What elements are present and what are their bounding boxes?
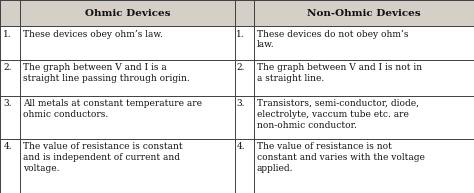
Text: 2.: 2. [236,63,245,72]
Bar [20,26,235,60]
Text: 2.: 2. [3,63,12,72]
Bar [254,139,474,193]
Text: 1.: 1. [3,30,12,39]
Bar [254,60,474,96]
Bar [0,0,20,26]
Text: All metals at constant temperature are
ohmic conductors.: All metals at constant temperature are o… [23,99,202,119]
Bar [0,26,20,60]
Bar [20,96,235,139]
Bar [0,96,20,139]
Bar [235,139,254,193]
Bar [254,96,474,139]
Bar [235,0,254,26]
Text: 3.: 3. [3,99,12,108]
Bar [235,26,254,60]
Bar [235,60,254,96]
Text: These devices obey ohm’s law.: These devices obey ohm’s law. [23,30,163,39]
Text: Non-Ohmic Devices: Non-Ohmic Devices [307,8,420,18]
Text: 4.: 4. [3,142,12,152]
Text: 3.: 3. [236,99,245,108]
Text: The graph between V and I is a
straight line passing through origin.: The graph between V and I is a straight … [23,63,190,83]
Bar [0,60,20,96]
Text: 1.: 1. [236,30,245,39]
Text: 4.: 4. [236,142,245,152]
Bar [20,60,235,96]
Text: Ohmic Devices: Ohmic Devices [84,8,170,18]
Text: Transistors, semi-conductor, diode,
electrolyte, vaccum tube etc. are
non-ohmic : Transistors, semi-conductor, diode, elec… [257,99,419,130]
Text: The value of resistance is constant
and is independent of current and
voltage.: The value of resistance is constant and … [23,142,183,173]
Bar [0,139,20,193]
Bar [235,96,254,139]
Bar [20,139,235,193]
Bar [254,26,474,60]
Bar [20,0,235,26]
Text: The value of resistance is not
constant and varies with the voltage
applied.: The value of resistance is not constant … [257,142,425,173]
Bar [254,0,474,26]
Text: These devices do not obey ohm’s
law.: These devices do not obey ohm’s law. [257,30,409,49]
Text: The graph between V and I is not in
a straight line.: The graph between V and I is not in a st… [257,63,422,83]
